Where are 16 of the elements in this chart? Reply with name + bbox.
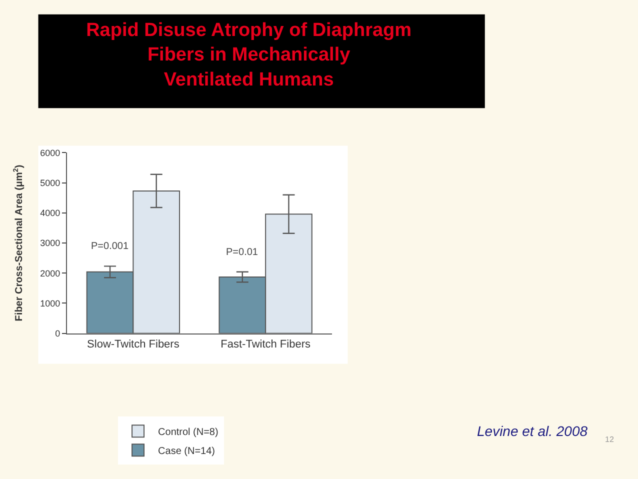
annotation: P=0.001 bbox=[91, 241, 129, 252]
legend-label: Case (N=14) bbox=[158, 446, 215, 458]
text: Levine et al. 2008 bbox=[477, 423, 588, 439]
y-tick-label: 5000 bbox=[40, 178, 60, 188]
x-tick-label: Fast-Twitch Fibers bbox=[220, 338, 311, 350]
chart-title: Rapid Disuse Atrophy of Diaphragm Fibers in Mechanically Ventilated Humans bbox=[86, 20, 412, 90]
x-tick-label: Slow-Twitch Fibers bbox=[87, 338, 180, 350]
legend-label: Control (N=8) bbox=[158, 427, 218, 438]
annotation: P=0.01 bbox=[226, 247, 258, 258]
y-tick-label: 4000 bbox=[40, 208, 60, 218]
text: 12 bbox=[605, 435, 614, 444]
y-tick-label: 0 bbox=[55, 328, 60, 338]
y-tick-label: 3000 bbox=[40, 238, 60, 248]
y-tick-label: 6000 bbox=[40, 148, 60, 158]
y-tick-label: 2000 bbox=[40, 268, 60, 278]
y-tick-label: 1000 bbox=[40, 298, 60, 308]
